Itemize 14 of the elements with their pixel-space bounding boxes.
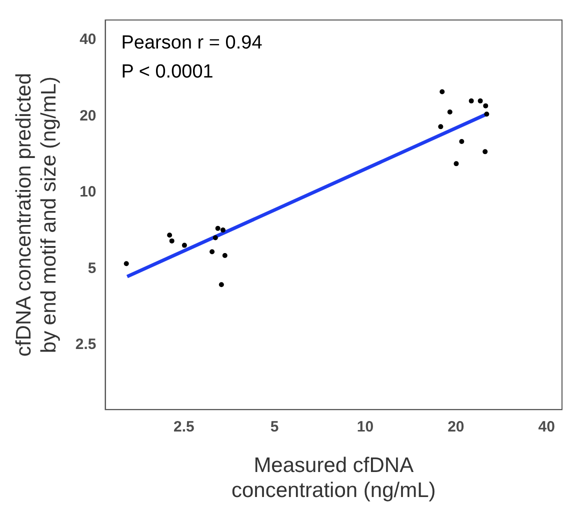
y-tick-label: 5 xyxy=(88,260,96,277)
x-axis-title: Measured cfDNA concentration (ng/mL) xyxy=(231,454,436,502)
y-tick-label: 40 xyxy=(80,31,96,48)
y-tick-label: 20 xyxy=(80,107,96,124)
x-tick-label: 10 xyxy=(356,418,374,436)
x-tick-label: 5 xyxy=(270,418,279,436)
annotation: Pearson r = 0.94 xyxy=(121,32,263,54)
x-tick-label: 2.5 xyxy=(174,418,194,436)
x-tick-label: 40 xyxy=(538,418,555,436)
x-tick-label: 20 xyxy=(448,418,464,436)
y-tick-label: 10 xyxy=(80,184,96,201)
y-tick-label: 2.5 xyxy=(75,336,96,354)
annotation: P < 0.0001 xyxy=(121,62,214,83)
y-axis-title: cfDNA concentration predicted by end motif and size (ng/mL) xyxy=(12,72,61,357)
